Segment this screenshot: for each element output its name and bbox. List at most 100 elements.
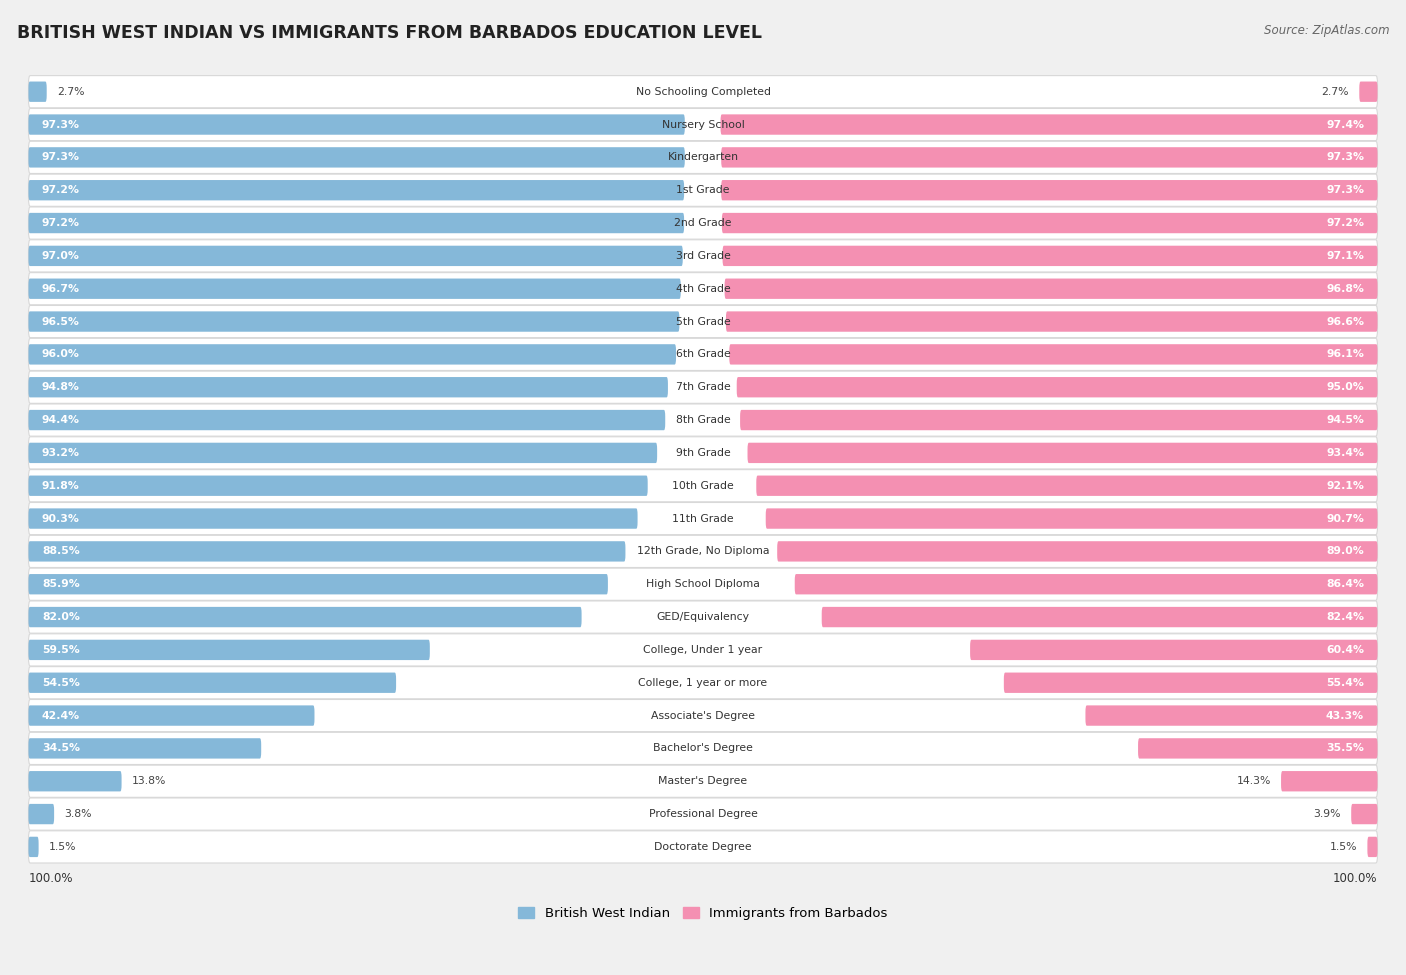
FancyBboxPatch shape <box>28 470 1378 502</box>
FancyBboxPatch shape <box>28 437 1378 469</box>
Text: 42.4%: 42.4% <box>42 711 80 721</box>
FancyBboxPatch shape <box>970 640 1378 660</box>
Text: Bachelor's Degree: Bachelor's Degree <box>652 743 754 754</box>
FancyBboxPatch shape <box>1004 673 1378 693</box>
Text: 9th Grade: 9th Grade <box>676 448 730 458</box>
Text: 11th Grade: 11th Grade <box>672 514 734 524</box>
FancyBboxPatch shape <box>28 699 1378 731</box>
Text: 13.8%: 13.8% <box>132 776 166 786</box>
Text: 96.7%: 96.7% <box>42 284 80 293</box>
Text: 2.7%: 2.7% <box>1322 87 1350 97</box>
Text: 92.1%: 92.1% <box>1326 481 1364 490</box>
Text: 96.5%: 96.5% <box>42 317 80 327</box>
FancyBboxPatch shape <box>28 837 38 857</box>
FancyBboxPatch shape <box>28 338 1378 370</box>
Text: 7th Grade: 7th Grade <box>676 382 730 392</box>
FancyBboxPatch shape <box>28 798 1378 830</box>
FancyBboxPatch shape <box>28 175 1378 207</box>
FancyBboxPatch shape <box>28 311 679 332</box>
Text: 96.8%: 96.8% <box>1326 284 1364 293</box>
Text: 12th Grade, No Diploma: 12th Grade, No Diploma <box>637 546 769 557</box>
FancyBboxPatch shape <box>28 831 1378 863</box>
Text: Doctorate Degree: Doctorate Degree <box>654 841 752 852</box>
Text: Professional Degree: Professional Degree <box>648 809 758 819</box>
FancyBboxPatch shape <box>28 568 1378 601</box>
FancyBboxPatch shape <box>730 344 1378 365</box>
FancyBboxPatch shape <box>28 273 1378 305</box>
FancyBboxPatch shape <box>28 667 1378 699</box>
FancyBboxPatch shape <box>725 311 1378 332</box>
Text: GED/Equivalency: GED/Equivalency <box>657 612 749 622</box>
FancyBboxPatch shape <box>28 377 668 398</box>
FancyBboxPatch shape <box>28 601 1378 633</box>
Text: 96.6%: 96.6% <box>1326 317 1364 327</box>
Text: 59.5%: 59.5% <box>42 644 80 655</box>
Text: 97.3%: 97.3% <box>1326 152 1364 163</box>
Text: 60.4%: 60.4% <box>1326 644 1364 655</box>
Text: 5th Grade: 5th Grade <box>676 317 730 327</box>
FancyBboxPatch shape <box>778 541 1378 562</box>
FancyBboxPatch shape <box>28 180 685 201</box>
Text: 82.4%: 82.4% <box>1326 612 1364 622</box>
FancyBboxPatch shape <box>28 732 1378 764</box>
FancyBboxPatch shape <box>28 147 685 168</box>
Text: 43.3%: 43.3% <box>1326 711 1364 721</box>
FancyBboxPatch shape <box>28 765 1378 798</box>
FancyBboxPatch shape <box>28 240 1378 272</box>
Text: 94.4%: 94.4% <box>42 415 80 425</box>
FancyBboxPatch shape <box>28 606 582 627</box>
FancyBboxPatch shape <box>1351 804 1378 824</box>
Text: 97.2%: 97.2% <box>42 185 80 195</box>
Text: 94.8%: 94.8% <box>42 382 80 392</box>
Text: BRITISH WEST INDIAN VS IMMIGRANTS FROM BARBADOS EDUCATION LEVEL: BRITISH WEST INDIAN VS IMMIGRANTS FROM B… <box>17 24 762 42</box>
Text: 14.3%: 14.3% <box>1236 776 1271 786</box>
Text: 35.5%: 35.5% <box>1326 743 1364 754</box>
FancyBboxPatch shape <box>28 640 430 660</box>
FancyBboxPatch shape <box>28 804 53 824</box>
Text: 10th Grade: 10th Grade <box>672 481 734 490</box>
FancyBboxPatch shape <box>721 147 1378 168</box>
Text: 97.0%: 97.0% <box>42 251 80 261</box>
Text: 4th Grade: 4th Grade <box>676 284 730 293</box>
FancyBboxPatch shape <box>721 180 1378 201</box>
FancyBboxPatch shape <box>1137 738 1378 759</box>
FancyBboxPatch shape <box>28 305 1378 337</box>
FancyBboxPatch shape <box>28 508 637 528</box>
Text: 86.4%: 86.4% <box>1326 579 1364 589</box>
FancyBboxPatch shape <box>720 114 1378 135</box>
Text: Kindergarten: Kindergarten <box>668 152 738 163</box>
Text: No Schooling Completed: No Schooling Completed <box>636 87 770 97</box>
FancyBboxPatch shape <box>28 771 121 792</box>
Text: 90.3%: 90.3% <box>42 514 80 524</box>
FancyBboxPatch shape <box>28 141 1378 174</box>
FancyBboxPatch shape <box>821 606 1378 627</box>
FancyBboxPatch shape <box>28 76 1378 108</box>
FancyBboxPatch shape <box>28 476 648 496</box>
Text: 97.3%: 97.3% <box>1326 185 1364 195</box>
FancyBboxPatch shape <box>748 443 1378 463</box>
Text: Source: ZipAtlas.com: Source: ZipAtlas.com <box>1264 24 1389 37</box>
FancyBboxPatch shape <box>724 279 1378 299</box>
Text: 34.5%: 34.5% <box>42 743 80 754</box>
Text: 91.8%: 91.8% <box>42 481 80 490</box>
FancyBboxPatch shape <box>721 213 1378 233</box>
Text: 90.7%: 90.7% <box>1326 514 1364 524</box>
Text: 2nd Grade: 2nd Grade <box>675 218 731 228</box>
Text: 1st Grade: 1st Grade <box>676 185 730 195</box>
FancyBboxPatch shape <box>723 246 1378 266</box>
FancyBboxPatch shape <box>737 377 1378 398</box>
FancyBboxPatch shape <box>28 541 626 562</box>
Text: High School Diploma: High School Diploma <box>647 579 759 589</box>
FancyBboxPatch shape <box>28 207 1378 239</box>
Text: 97.1%: 97.1% <box>1326 251 1364 261</box>
Text: 3.8%: 3.8% <box>65 809 91 819</box>
FancyBboxPatch shape <box>28 535 1378 567</box>
FancyBboxPatch shape <box>28 213 685 233</box>
Text: 85.9%: 85.9% <box>42 579 80 589</box>
FancyBboxPatch shape <box>28 344 676 365</box>
FancyBboxPatch shape <box>28 108 1378 140</box>
Legend: British West Indian, Immigrants from Barbados: British West Indian, Immigrants from Bar… <box>513 902 893 925</box>
Text: 94.5%: 94.5% <box>1326 415 1364 425</box>
Text: 97.3%: 97.3% <box>42 152 80 163</box>
Text: 3rd Grade: 3rd Grade <box>675 251 731 261</box>
